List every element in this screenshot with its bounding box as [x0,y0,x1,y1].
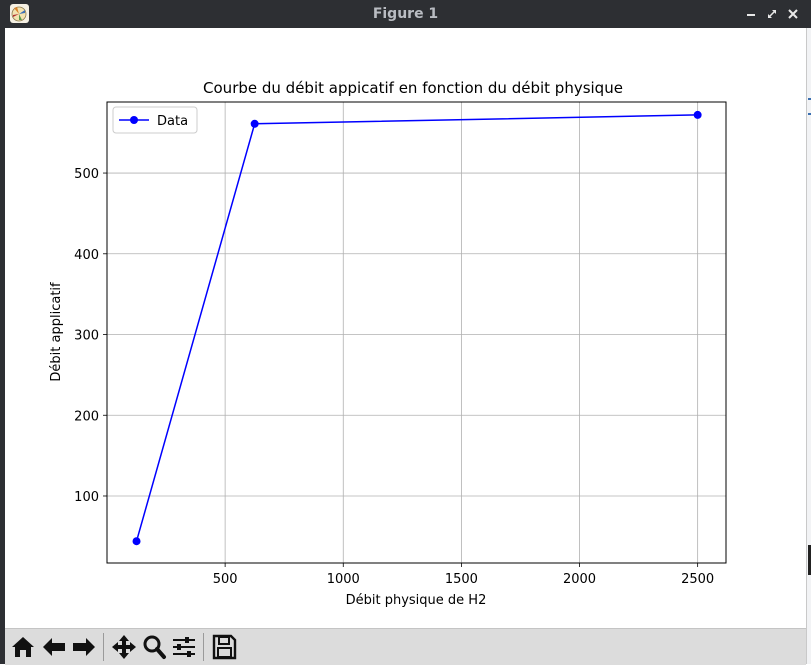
home-button[interactable] [8,632,38,662]
x-tick-label: 1000 [327,572,360,587]
window-frame-left [0,28,5,664]
chart-legend: Data [112,106,198,134]
floppy-disk-icon [212,634,237,660]
desktop-background [806,28,811,664]
y-tick-label: 500 [74,167,99,182]
sliders-icon [173,637,195,657]
matplotlib-figure-icon [10,4,29,23]
line-chart: Courbe du débit appicatif en fonction du… [49,79,727,608]
zoom-button[interactable] [139,632,169,662]
toolbar-separator [103,633,104,661]
figure-canvas[interactable]: Courbe du débit appicatif en fonction du… [5,28,806,628]
plot-frame [106,101,727,564]
maximize-icon[interactable] [764,5,780,23]
x-tick-label: 2500 [681,572,714,587]
chart-title: Courbe du débit appicatif en fonction du… [203,79,623,97]
y-tick-label: 300 [74,329,99,344]
x-axis-label: Débit physique de H2 [346,593,487,608]
home-icon [12,637,34,657]
data-point [132,537,141,546]
pan-button[interactable] [109,632,139,662]
toolbar-separator [203,633,204,661]
navigation-toolbar [5,628,806,665]
data-point [250,119,259,128]
series-line-data [135,114,698,542]
x-tick-label: 500 [213,572,238,587]
y-axis-label: Débit applicatif [49,282,64,382]
arrow-right-icon [73,638,95,656]
move-icon [112,635,136,659]
configure-subplots-button[interactable] [169,632,199,662]
forward-button[interactable] [69,632,99,662]
chart-grid [107,102,726,563]
magnifier-icon [143,635,166,659]
x-tick-label: 1500 [445,572,478,587]
chart-series-layer [132,110,702,546]
minimize-icon[interactable] [744,5,760,23]
close-icon[interactable] [785,5,801,23]
y-tick-label: 200 [74,409,99,424]
y-tick-label: 100 [74,490,99,505]
data-point [693,110,702,119]
y-tick-label: 400 [74,248,99,263]
legend-marker-data [130,116,138,124]
window-title: Figure 1 [372,6,439,22]
back-button[interactable] [39,632,69,662]
x-tick-label: 2000 [563,572,596,587]
legend-label-data: Data [157,114,188,129]
window-titlebar[interactable]: Figure 1 [0,0,811,28]
arrow-left-icon [43,638,65,656]
save-button[interactable] [209,632,239,662]
chart-ticks: 500 1000 1500 2000 2500 100 200 300 400 500 [74,167,714,587]
